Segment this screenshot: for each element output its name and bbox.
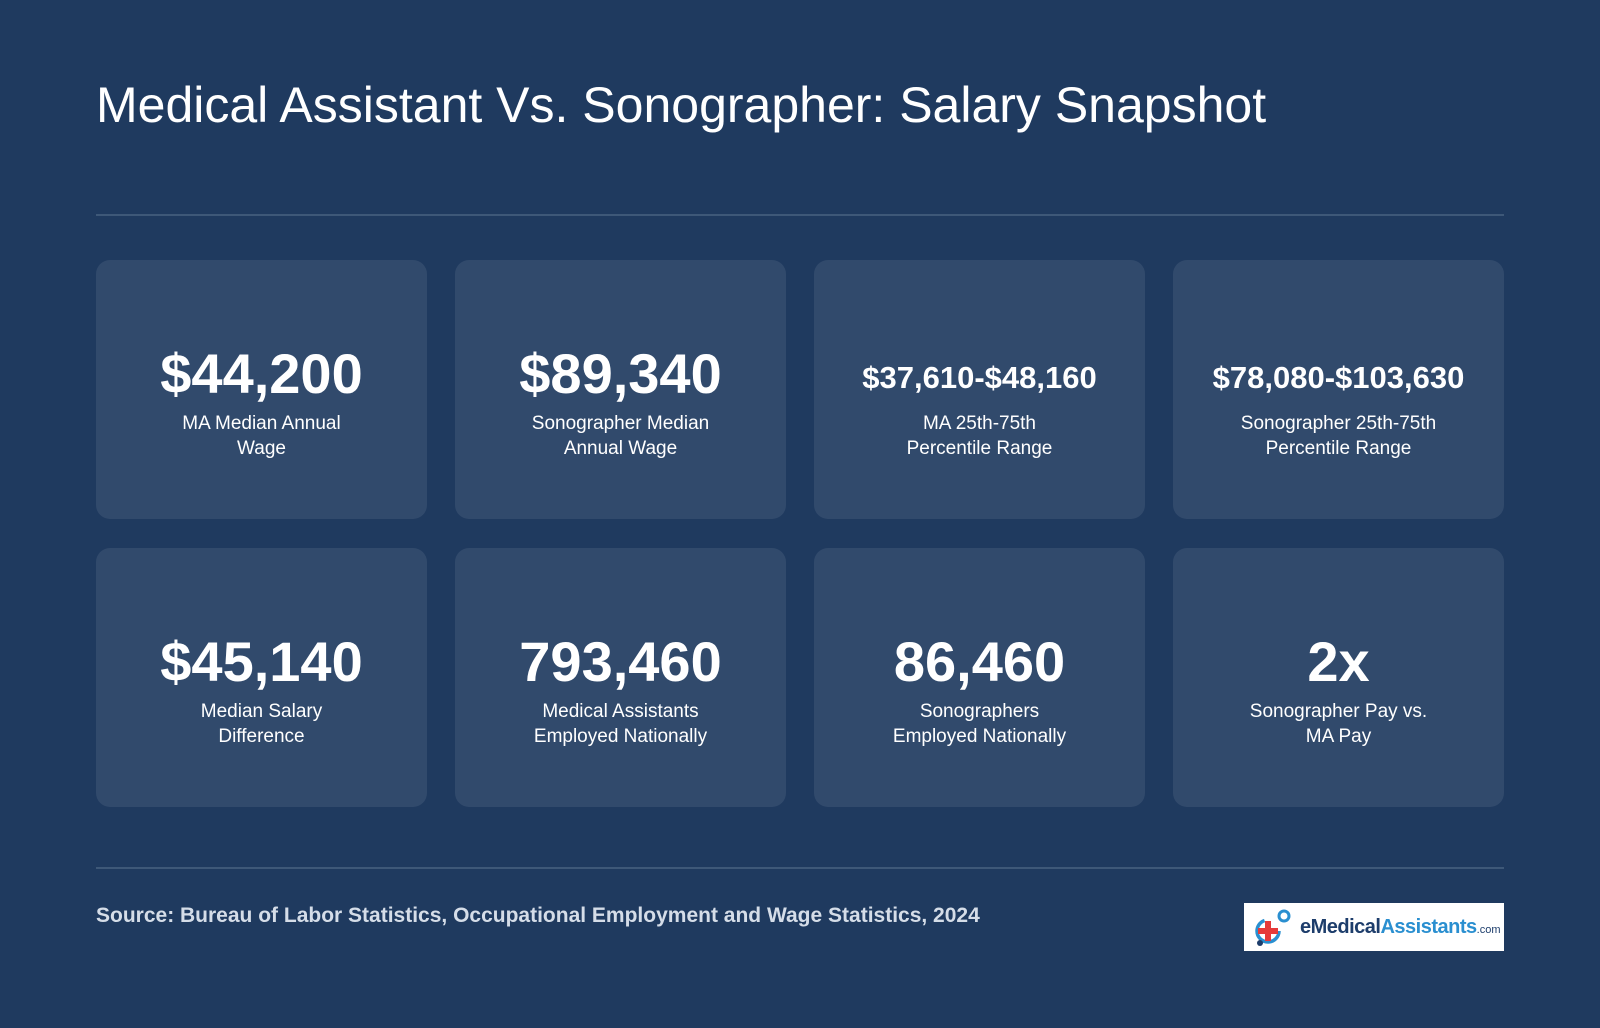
stat-card-ma-employed: 793,460 Medical Assistants Employed Nati… [455, 548, 786, 807]
stat-label: Medical Assistants Employed Nationally [533, 701, 708, 747]
stat-label: Sonographer Median Annual Wage [531, 413, 710, 459]
source-citation: Source: Bureau of Labor Statistics, Occu… [96, 904, 980, 927]
stat-card-ma-percentile-range: $37,610-$48,160 MA 25th-75th Percentile … [814, 260, 1145, 519]
emedicalassistants-logo: eMedicalAssistants.com [1244, 903, 1504, 951]
page-title: Medical Assistant Vs. Sonographer: Salar… [96, 77, 1267, 133]
top-divider [96, 214, 1504, 216]
logo-wordmark: eMedicalAssistants.com [1300, 915, 1501, 938]
stat-card-sonographer-percentile-range: $78,080-$103,630 Sonographer 25th-75th P… [1173, 260, 1504, 519]
stat-value: 793,460 [519, 630, 722, 693]
stat-value: $78,080-$103,630 [1212, 360, 1465, 395]
stat-label: Sonographer Pay vs. MA Pay [1249, 701, 1428, 747]
stat-label: Median Salary Difference [200, 701, 323, 747]
stat-label: MA Median Annual Wage [182, 413, 341, 459]
stat-card-ma-median-wage: $44,200 MA Median Annual Wage [96, 260, 427, 519]
stat-value: $44,200 [160, 342, 363, 405]
stat-value: 2x [1307, 630, 1370, 693]
stat-card-sonographers-employed: 86,460 Sonographers Employed Nationally [814, 548, 1145, 807]
medical-cross-logo-icon [1255, 909, 1291, 946]
stat-card-pay-ratio: 2x Sonographer Pay vs. MA Pay [1173, 548, 1504, 807]
stat-card-sonographer-median-wage: $89,340 Sonographer Median Annual Wage [455, 260, 786, 519]
stat-label: Sonographer 25th-75th Percentile Range [1240, 413, 1437, 459]
stat-value: $45,140 [160, 630, 363, 693]
stats-grid: $44,200 MA Median Annual Wage $89,340 So… [96, 260, 1504, 807]
stat-value: 86,460 [893, 630, 1066, 693]
bottom-divider [96, 867, 1504, 869]
stat-label: Sonographers Employed Nationally [892, 701, 1067, 747]
stat-value: $37,610-$48,160 [862, 360, 1097, 395]
stat-label: MA 25th-75th Percentile Range [906, 413, 1053, 459]
stat-value: $89,340 [519, 342, 722, 405]
infographic: Medical Assistant Vs. Sonographer: Salar… [96, 0, 1504, 1028]
stat-card-median-salary-difference: $45,140 Median Salary Difference [96, 548, 427, 807]
